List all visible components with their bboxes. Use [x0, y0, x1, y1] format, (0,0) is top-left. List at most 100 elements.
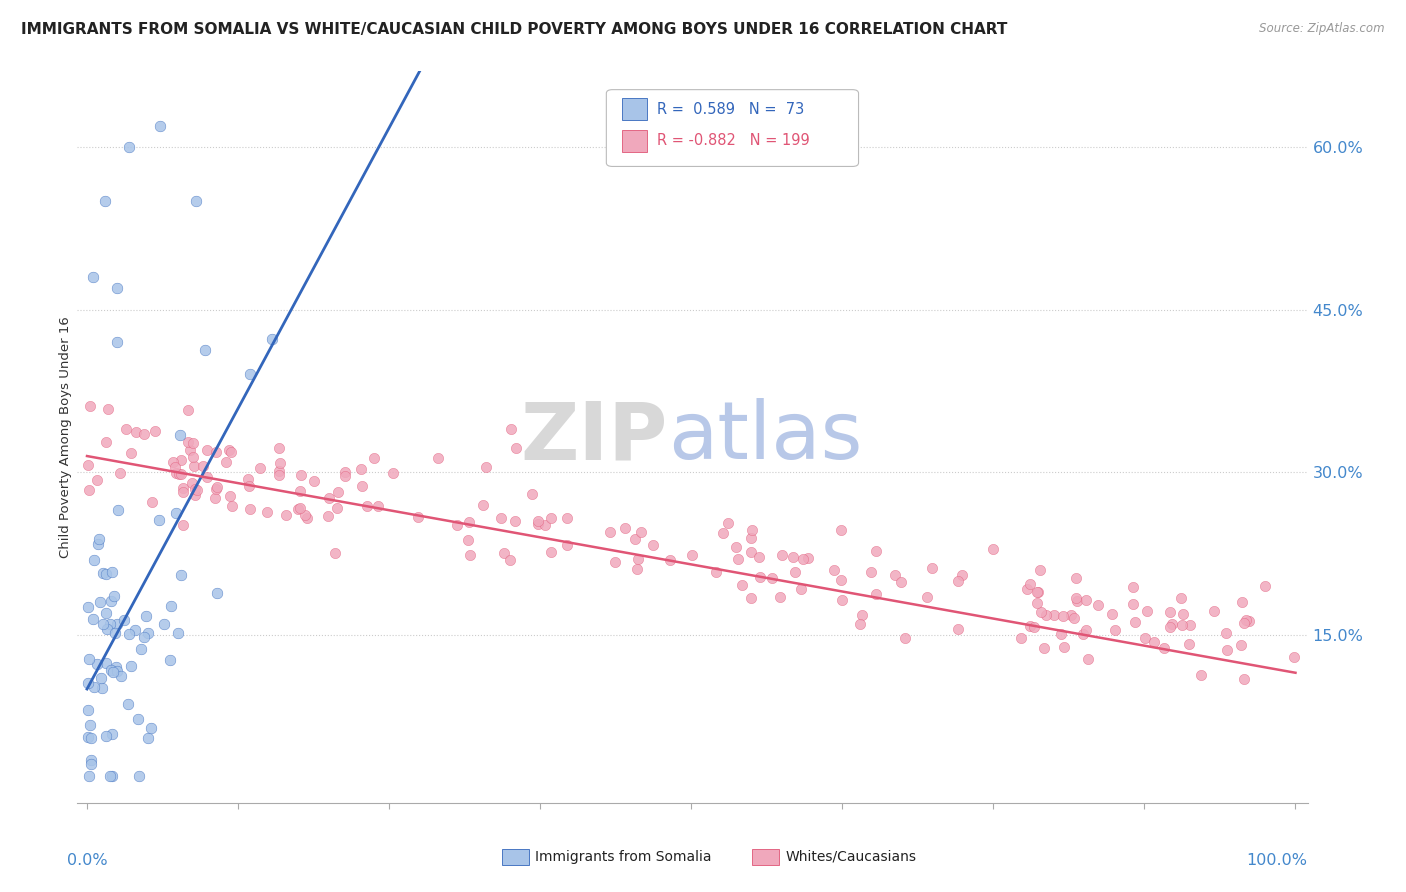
- Point: [1171, 617, 1194, 632]
- Point: [1052, 609, 1074, 624]
- Point: [169, 428, 191, 442]
- Point: [274, 508, 297, 523]
- Point: [191, 458, 214, 473]
- Point: [86, 657, 108, 672]
- Point: [1230, 638, 1253, 652]
- Point: [77, 703, 100, 717]
- Point: [499, 422, 522, 436]
- Point: [181, 450, 204, 465]
- Point: [831, 592, 853, 607]
- Point: [205, 445, 228, 459]
- Point: [1254, 579, 1277, 593]
- Point: [148, 513, 170, 527]
- Text: 100.0%: 100.0%: [1247, 853, 1308, 868]
- Point: [326, 484, 349, 499]
- Point: [98, 769, 121, 783]
- Point: [120, 659, 142, 673]
- Point: [761, 571, 783, 585]
- Point: [1029, 563, 1052, 577]
- Point: [681, 548, 703, 562]
- Point: [302, 474, 325, 488]
- Point: [1066, 594, 1088, 608]
- Point: [363, 450, 385, 465]
- Point: [382, 466, 405, 480]
- Point: [79, 718, 101, 732]
- Point: [262, 332, 284, 346]
- Point: [77, 676, 100, 690]
- Point: [79, 399, 101, 413]
- Point: [219, 490, 242, 504]
- Point: [186, 483, 208, 497]
- Point: [100, 664, 122, 678]
- Point: [1232, 615, 1254, 630]
- Point: [555, 538, 578, 552]
- Point: [865, 587, 887, 601]
- Point: [1066, 591, 1088, 605]
- Point: [288, 483, 311, 498]
- Point: [1123, 615, 1146, 630]
- Point: [98, 616, 121, 631]
- Point: [627, 552, 650, 566]
- Point: [769, 591, 792, 605]
- Point: [114, 421, 136, 435]
- Point: [107, 503, 129, 517]
- Point: [162, 455, 184, 469]
- Point: [1170, 591, 1192, 605]
- Point: [458, 516, 481, 530]
- Point: [148, 119, 170, 133]
- Point: [236, 472, 259, 486]
- Point: [1053, 640, 1076, 654]
- Point: [740, 531, 762, 545]
- Point: [1122, 598, 1144, 612]
- Text: R = -0.882   N = 199: R = -0.882 N = 199: [657, 133, 810, 148]
- Text: atlas: atlas: [668, 398, 862, 476]
- Point: [295, 510, 318, 524]
- Point: [349, 462, 371, 476]
- Point: [1025, 596, 1047, 610]
- Point: [205, 586, 228, 600]
- Point: [503, 515, 526, 529]
- Point: [790, 582, 813, 597]
- Point: [101, 727, 124, 741]
- Point: [830, 523, 852, 537]
- Point: [183, 458, 205, 473]
- Point: [1024, 619, 1046, 633]
- Point: [505, 441, 527, 455]
- Point: [77, 769, 100, 783]
- Point: [1159, 620, 1181, 634]
- Point: [221, 499, 243, 513]
- Point: [204, 491, 226, 505]
- Point: [195, 442, 218, 457]
- Point: [97, 402, 120, 417]
- Point: [249, 461, 271, 475]
- Point: [1153, 640, 1175, 655]
- Point: [352, 479, 374, 493]
- Point: [335, 469, 357, 483]
- Point: [458, 548, 481, 562]
- Point: [457, 533, 479, 548]
- Point: [108, 466, 131, 480]
- Point: [143, 424, 166, 438]
- Point: [287, 501, 309, 516]
- Point: [946, 574, 969, 588]
- Point: [1077, 652, 1099, 666]
- Point: [105, 660, 128, 674]
- Point: [117, 698, 139, 712]
- Point: [256, 505, 278, 519]
- Point: [112, 613, 135, 627]
- Point: [153, 617, 176, 632]
- Point: [172, 481, 194, 495]
- Point: [717, 516, 740, 530]
- Point: [218, 443, 240, 458]
- Point: [1204, 604, 1226, 618]
- Point: [77, 730, 100, 744]
- Text: IMMIGRANTS FROM SOMALIA VS WHITE/CAUCASIAN CHILD POVERTY AMONG BOYS UNDER 16 COR: IMMIGRANTS FROM SOMALIA VS WHITE/CAUCASI…: [21, 22, 1008, 37]
- Point: [177, 402, 200, 417]
- Point: [1189, 668, 1212, 682]
- Point: [135, 609, 157, 624]
- Point: [1029, 605, 1052, 619]
- Point: [527, 514, 550, 528]
- Point: [172, 518, 194, 533]
- Point: [492, 546, 515, 560]
- Point: [1171, 607, 1194, 622]
